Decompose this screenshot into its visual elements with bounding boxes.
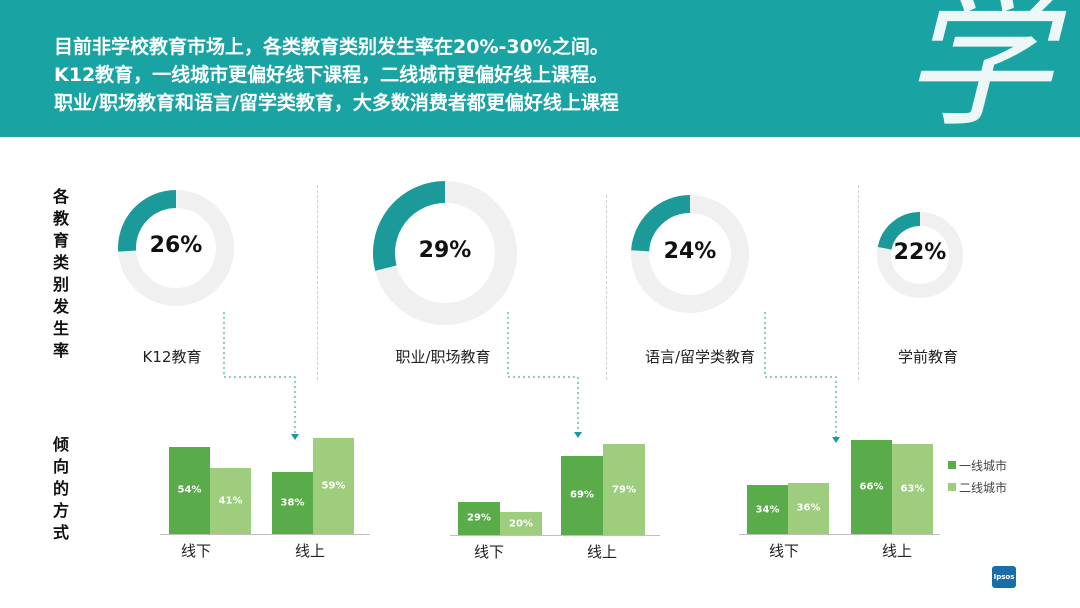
side-label-top-char: 别 [52, 275, 69, 294]
legend-label-tier1: 一线城市 [959, 458, 1008, 473]
bar-legend: 一线城市 二线城市 [948, 454, 1007, 498]
connector-line-1 [223, 312, 296, 434]
side-label-top-char: 发 [52, 297, 69, 316]
side-label-bottom-char: 方 [52, 501, 69, 520]
side-label-incidence: 各教育类别发生率 [50, 186, 72, 362]
header-line-2: K12教育，一线城市更偏好线下课程，二线城市更偏好线上课程。 [54, 64, 609, 86]
donut-2 [373, 181, 517, 325]
bar-value-label-chart3-2-2: 63% [900, 483, 925, 495]
side-label-preference: 倾向的方式 [50, 434, 72, 544]
bar-baseline-2 [450, 535, 660, 536]
bar-chart3-offline-tier1 [747, 485, 788, 534]
bar-value-label-chart1-1-1: 54% [177, 484, 202, 496]
bar-category-label-chart1-1: 线下 [180, 542, 212, 560]
bar-value-label-chart2-2-2: 79% [612, 484, 636, 496]
bar-category-label-chart2-2: 线上 [586, 543, 618, 561]
donut-category-label-3: 语言/留学类教育 [644, 348, 756, 366]
legend-item-tier2: 二线城市 [948, 476, 1007, 498]
bar-value-label-chart3-1-2: 36% [796, 502, 821, 514]
ipsos-logo: Ipsos [992, 566, 1016, 588]
side-label-bottom-char: 的 [52, 479, 69, 498]
connector-arrowhead-1 [291, 434, 299, 440]
donut-3 [631, 195, 749, 313]
legend-label-tier2: 二线城市 [959, 480, 1008, 495]
side-label-top-char: 育 [52, 231, 69, 250]
bar-value-label-chart3-1-1: 34% [755, 504, 780, 516]
connector-line-3 [764, 312, 837, 437]
header-banner: 目前非学校教育市场上，各类教育类别发生率在20%-30%之间。 K12教育，一线… [0, 0, 1080, 137]
bar-chart1-offline-tier1 [169, 446, 210, 534]
bar-value-label-chart2-1-1: 29% [467, 512, 491, 524]
connector-line-2 [507, 312, 579, 432]
donut-value-label-2: 29% [418, 238, 472, 263]
donut-value-label-4: 22% [893, 240, 947, 265]
bar-value-label-chart2-2-1: 69% [570, 489, 594, 501]
bar-value-label-chart1-2-2: 59% [321, 480, 346, 492]
header-line-1: 目前非学校教育市场上，各类教育类别发生率在20%-30%之间。 [54, 36, 609, 58]
divider-1 [317, 185, 318, 380]
side-label-top-char: 率 [52, 341, 69, 360]
side-label-bottom-char: 倾 [52, 435, 69, 454]
bar-chart2-offline-tier2 [500, 512, 542, 535]
divider-2 [606, 195, 607, 380]
bar-category-label-chart3-2: 线上 [881, 542, 913, 560]
bar-value-label-chart1-1-2: 41% [218, 495, 243, 507]
bar-baseline-1 [160, 534, 370, 535]
bar-category-label-chart1-2: 线上 [294, 542, 326, 560]
divider-3 [858, 185, 859, 380]
bar-chart3-online-tier1 [851, 439, 892, 534]
donut-slice-4 [877, 212, 921, 250]
side-label-top-char: 教 [52, 209, 69, 228]
connector-arrow-3 [764, 312, 840, 443]
connector-arrow-1 [223, 312, 299, 440]
donut-slice-2 [373, 181, 446, 271]
bar-value-label-chart1-2-1: 38% [280, 497, 305, 509]
donut-1 [118, 190, 234, 306]
bar-baseline-3 [739, 534, 940, 535]
bar-chart2-online-tier2 [603, 444, 645, 535]
bar-chart1-offline-tier2 [210, 467, 251, 534]
donut-slice-3 [631, 195, 691, 252]
donut-category-label-1: K12教育 [142, 348, 202, 366]
legend-swatch-tier2 [948, 483, 956, 491]
bar-category-label-chart2-1: 线下 [473, 543, 505, 561]
side-label-top-char: 各 [52, 187, 69, 206]
donut-category-label-4: 学前教育 [897, 348, 959, 366]
side-label-top-char: 类 [52, 253, 69, 272]
connector-arrowhead-2 [574, 432, 582, 438]
header-line-3: 职业/职场教育和语言/留学类教育，大多数消费者都更偏好线上课程 [54, 92, 619, 114]
bar-chart2-offline-tier1 [458, 501, 500, 535]
bar-chart2-online-tier1 [561, 455, 603, 535]
bar-category-label-chart3-1: 线下 [768, 542, 800, 560]
bar-chart3-offline-tier2 [788, 482, 829, 534]
connector-arrowhead-3 [832, 437, 840, 443]
calligraphy-logo: 学 [901, 0, 1052, 137]
donut-value-label-1: 26% [149, 233, 203, 258]
bar-value-label-chart3-2-1: 66% [859, 481, 884, 493]
side-label-bottom-char: 式 [52, 523, 69, 542]
side-label-top-char: 生 [52, 319, 69, 338]
donut-category-label-2: 职业/职场教育 [395, 348, 491, 366]
connector-arrow-2 [507, 312, 582, 438]
legend-item-tier1: 一线城市 [948, 454, 1007, 476]
legend-swatch-tier1 [948, 461, 956, 469]
side-label-bottom-char: 向 [52, 457, 69, 476]
bar-value-label-chart2-1-2: 20% [509, 518, 533, 529]
bar-chart1-online-tier2 [313, 438, 354, 534]
donut-value-label-3: 24% [663, 239, 717, 264]
bar-chart1-online-tier1 [272, 472, 313, 534]
bar-chart3-online-tier2 [892, 443, 933, 534]
donut-slice-1 [118, 190, 177, 252]
donut-4 [877, 212, 963, 298]
